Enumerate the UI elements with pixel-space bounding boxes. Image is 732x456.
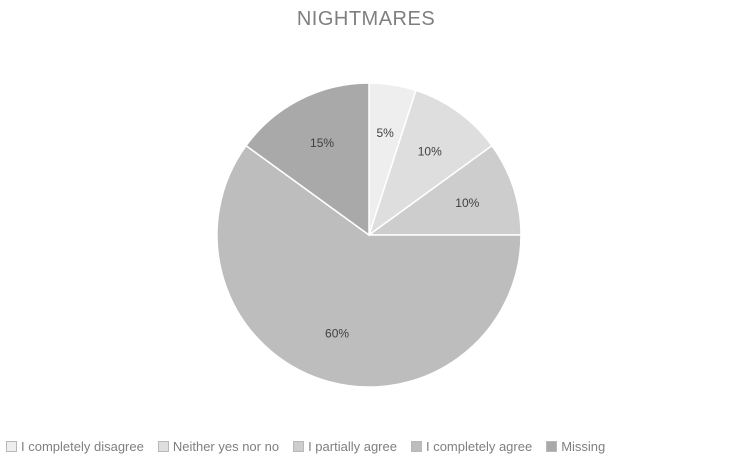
pie-slice-missing [244, 82, 370, 237]
legend-item-missing: Missing [546, 439, 605, 454]
pie-slice-completely-agree [216, 144, 522, 388]
data-label-neither: 10% [418, 144, 442, 158]
legend-swatch-partially-agree [293, 441, 305, 452]
chart-legend: I completely disagree Neither yes nor no… [6, 439, 732, 454]
legend-swatch-completely-agree [410, 441, 422, 452]
pie-slice-neither [367, 89, 494, 237]
legend-item-completely-disagree: I completely disagree [6, 439, 144, 454]
legend-label-completely-disagree: I completely disagree [21, 439, 144, 454]
data-label-completely-agree: 60% [325, 326, 349, 340]
pie-chart: 5% 10% 10% 60% 15% [216, 82, 522, 388]
legend-swatch-completely-disagree [6, 441, 17, 452]
legend-label-neither: Neither yes nor no [172, 439, 280, 454]
legend-label-partially-agree: I partially agree [308, 439, 397, 454]
legend-item-partially-agree: I partially agree [293, 439, 397, 454]
data-label-missing: 15% [310, 136, 334, 150]
data-label-completely-disagree: 5% [376, 126, 394, 140]
legend-item-completely-agree: I completely agree [410, 439, 533, 454]
legend-label-completely-agree: I completely agree [425, 439, 533, 454]
legend-swatch-neither [157, 441, 169, 452]
legend-item-neither: Neither yes nor no [157, 439, 280, 454]
pie-slice-partially-agree [366, 144, 522, 236]
legend-swatch-missing [546, 441, 558, 452]
chart-title: NIGHTMARES [296, 8, 436, 30]
legend-label-missing: Missing [561, 439, 606, 454]
data-label-partially-agree: 10% [455, 196, 479, 210]
